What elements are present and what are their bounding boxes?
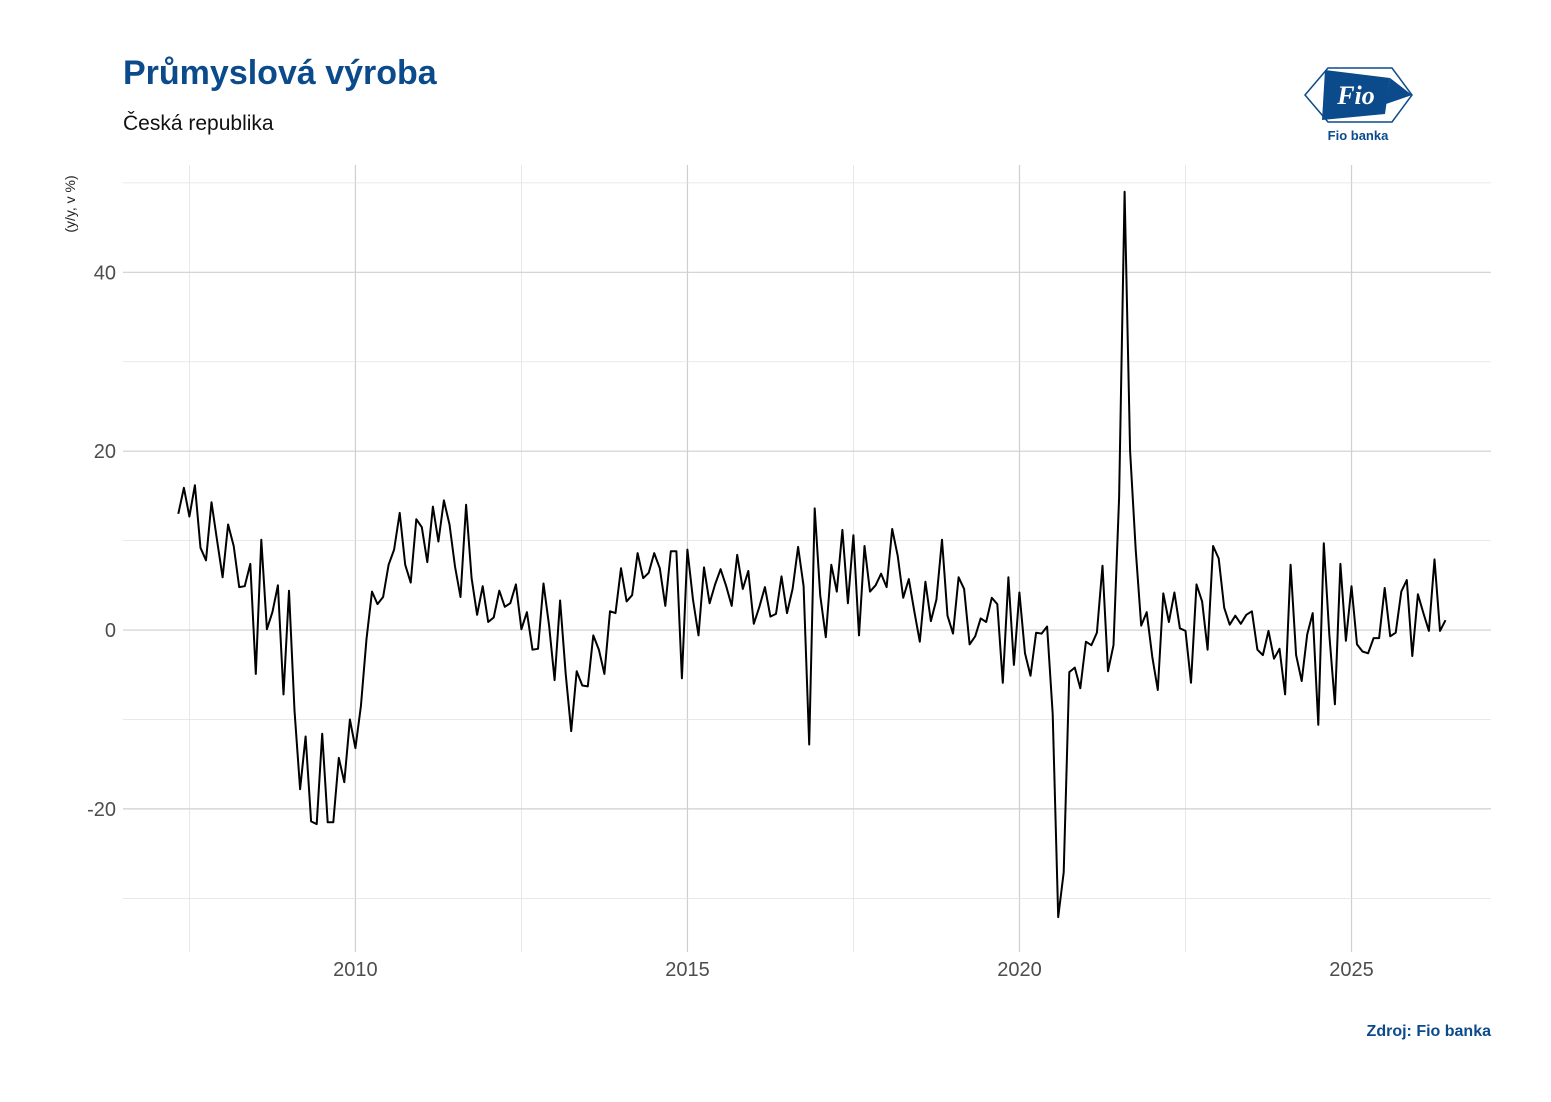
axis-ticks: 2010 2015 2020 2025 -20 0 20 40 <box>87 262 1374 981</box>
chart-title: Průmyslová výroba <box>123 54 437 92</box>
x-tick-label: 2010 <box>333 959 378 981</box>
y-tick-label: 0 <box>105 620 116 642</box>
x-tick-label: 2025 <box>1329 959 1374 981</box>
y-tick-label: -20 <box>87 799 116 821</box>
logo-mark: Fio <box>1336 81 1375 110</box>
logo-text: Fio banka <box>1327 128 1389 143</box>
chart-subtitle: Česká republika <box>123 112 274 135</box>
fio-banka-logo: Fio Fio banka <box>1300 64 1416 146</box>
fio-logo-icon: Fio <box>1304 67 1413 123</box>
y-tick-label: 40 <box>94 262 116 284</box>
source-note: Zdroj: Fio banka <box>1366 1023 1491 1040</box>
x-tick-label: 2020 <box>997 959 1042 981</box>
grid-lines <box>123 165 1491 952</box>
y-tick-label: 20 <box>94 441 116 463</box>
x-tick-label: 2015 <box>665 959 710 981</box>
series-line <box>177 190 1447 919</box>
y-axis-label: (y/y, v %) <box>62 175 78 232</box>
